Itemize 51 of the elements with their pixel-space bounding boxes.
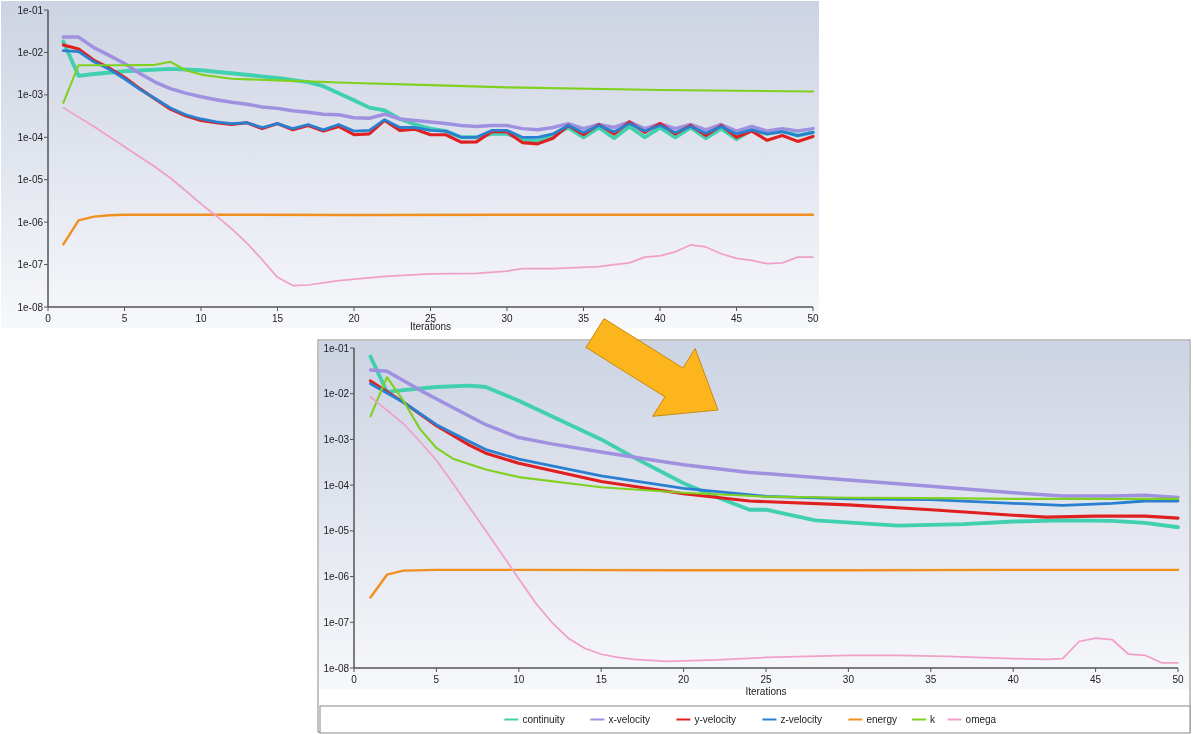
x-tick-label: 20: [678, 674, 690, 685]
legend-label: k: [930, 714, 936, 725]
x-tick-label: 40: [654, 313, 666, 324]
x-tick-label: 50: [807, 313, 819, 324]
line-series: [369, 568, 1180, 599]
x-tick-label: 20: [348, 313, 360, 324]
legend-label: x-velocity: [608, 714, 651, 725]
y-tick-label: 1e-05: [17, 174, 44, 186]
y-tick-label: 1e-02: [17, 46, 44, 58]
x-tick-label: 50: [1172, 674, 1184, 685]
y-tick-label: 1e-05: [323, 525, 350, 537]
x-tick-label: 0: [45, 313, 52, 324]
x-tick-label: 40: [1007, 674, 1020, 685]
y-tick-label: 1e-08: [17, 301, 44, 313]
y-tick-label: 1e-04: [17, 131, 44, 143]
x-tick-label: 35: [925, 674, 937, 685]
x-tick-label: 35: [577, 313, 590, 324]
line-series: [62, 60, 815, 104]
legend-label: z-velocity: [780, 714, 823, 725]
legend-label: omega: [965, 714, 997, 725]
x-tick-label: 25: [760, 674, 772, 685]
x-tick-label: 15: [595, 674, 608, 685]
x-tick-label: 30: [501, 313, 513, 324]
y-tick-label: 1e-07: [17, 259, 44, 271]
y-tick-label: 1e-03: [323, 433, 350, 445]
x-tick-label: 10: [195, 313, 207, 324]
y-tick-label: 1e-02: [323, 388, 350, 400]
x-tick-label: 15: [271, 313, 284, 324]
x-tick-label: 30: [842, 674, 855, 685]
y-tick-label: 1e-07: [323, 616, 350, 628]
y-tick-label: 1e-06: [323, 571, 350, 583]
legend-label: y-velocity: [694, 714, 737, 725]
y-tick-label: 1e-01: [323, 342, 350, 354]
x-tick-label: 10: [513, 674, 525, 685]
line-series: [368, 354, 1180, 530]
legend-label: energy: [866, 714, 897, 725]
x-axis-title: Iterations: [745, 686, 787, 697]
y-tick-label: 1e-06: [17, 216, 44, 228]
line-series: [62, 106, 814, 287]
line-series: [369, 396, 1179, 664]
y-tick-label: 1e-03: [17, 89, 44, 101]
x-tick-label: 45: [730, 313, 743, 324]
x-tick-label: 5: [433, 674, 440, 685]
y-tick-label: 1e-08: [323, 662, 350, 674]
x-tick-label: 5: [121, 313, 128, 324]
line-series: [62, 213, 815, 246]
legend-label: continuity: [522, 714, 565, 725]
x-tick-label: 0: [351, 674, 358, 685]
x-tick-label: 45: [1090, 674, 1102, 685]
y-tick-label: 1e-01: [17, 4, 44, 16]
y-tick-label: 1e-04: [323, 479, 350, 491]
